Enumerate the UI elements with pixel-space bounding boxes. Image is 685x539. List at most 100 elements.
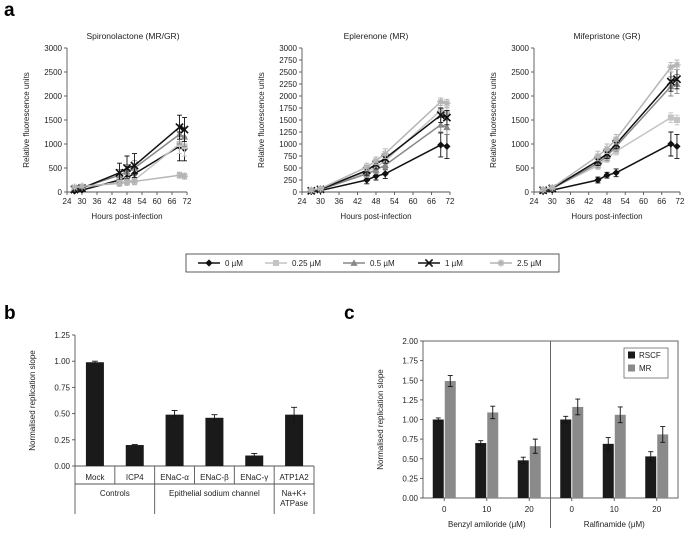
error-bar: [211, 414, 218, 421]
error-bar: [575, 398, 581, 416]
error-bar: [490, 405, 496, 420]
y-tick-label: 2750: [279, 56, 297, 65]
data-point: [363, 176, 371, 184]
data-point: [130, 161, 139, 170]
y-tick-label: 2500: [511, 68, 529, 77]
y-tick-label: 0.75: [402, 435, 418, 444]
data-point: [667, 140, 675, 148]
y-tick-label: 0: [58, 188, 63, 197]
x-tick-label: 66: [657, 197, 666, 206]
x-tick-label: 30: [78, 197, 87, 206]
error-bar: [91, 360, 98, 364]
legend-box: [185, 253, 560, 273]
knockdown-bar-chart: 0.00 0.25 0.50 0.75 1.00 1.25 Normalised repli…: [28, 331, 315, 514]
y-tick-label: 1.25: [402, 396, 418, 405]
error-bar: [605, 437, 611, 451]
y-axis-label: Relative fluorescence units: [489, 72, 498, 168]
y-axis-label: Relative fluorescence units: [22, 72, 31, 168]
y-tick-label: 1.00: [54, 357, 70, 366]
data-point: [363, 163, 371, 171]
x-tick-label: 42: [353, 197, 362, 206]
error-bar: [478, 440, 484, 446]
x-tick-label: 30: [548, 197, 557, 206]
y-tick-label: 2500: [44, 68, 62, 77]
error-bar: [617, 406, 623, 424]
data-point: [673, 142, 681, 150]
category-label: 10: [482, 505, 491, 514]
legend-marker: [424, 258, 434, 268]
legend-marker: [273, 260, 279, 266]
data-point: [372, 166, 380, 173]
series-line: [542, 64, 678, 191]
error-bar: [563, 415, 569, 424]
data-point: [443, 99, 451, 107]
x-tick-label: 36: [566, 197, 575, 206]
bar-rscf: [645, 456, 657, 498]
bar-rscf: [517, 460, 529, 498]
data-point: [115, 168, 124, 177]
data-point: [381, 161, 389, 168]
x-tick-label: 24: [298, 197, 307, 206]
data-point: [667, 114, 674, 121]
data-point: [603, 171, 611, 179]
y-tick-label: 0.00: [54, 462, 70, 471]
x-tick-label: 24: [530, 197, 539, 206]
y-tick-label: 1.75: [402, 357, 418, 366]
bar-mr: [444, 381, 456, 498]
y-tick-label: 750: [284, 152, 298, 161]
legend-marker: [350, 259, 358, 266]
data-point: [603, 145, 611, 153]
legend-marker: [497, 259, 505, 267]
spironolactone-chart: Spironolactone (MR/GR) 0 500 1000 1500 2000 25…: [22, 31, 192, 221]
data-point: [175, 171, 184, 179]
y-tick-label: 500: [284, 164, 298, 173]
data-point: [667, 63, 675, 71]
y-tick-label: 1.25: [54, 331, 70, 340]
y-tick-label: 1250: [279, 128, 297, 137]
data-point: [612, 169, 620, 177]
category-label: 0: [442, 505, 447, 514]
x-tick-label: 60: [153, 197, 162, 206]
legend-swatch: [628, 351, 635, 359]
y-tick-label: 2.00: [402, 337, 418, 346]
data-point: [381, 170, 389, 178]
chart-title: Mifepristone (GR): [573, 31, 640, 41]
data-point: [123, 178, 131, 186]
error-bar: [251, 452, 258, 458]
x-tick-label: 48: [123, 197, 132, 206]
category-label: 10: [610, 505, 619, 514]
data-point: [594, 176, 602, 184]
group-label: Na+K+ ATPase: [280, 489, 308, 508]
bar-rscf: [475, 443, 487, 498]
legend-label: 0 µM: [225, 259, 243, 268]
category-label: ICP4: [126, 473, 144, 482]
data-point: [372, 172, 380, 180]
x-tick-label: 42: [108, 197, 117, 206]
error-bar: [435, 417, 441, 422]
legend-label: 0.25 µM: [292, 259, 321, 268]
y-tick-label: 0: [525, 188, 530, 197]
category-label: 20: [525, 505, 534, 514]
x-axis-label: Hours post-infection: [91, 212, 162, 221]
x-tick-label: 24: [63, 197, 72, 206]
data-point: [673, 117, 680, 123]
y-tick-label: 0.75: [54, 383, 70, 392]
data-point: [437, 141, 445, 149]
group-label-line: ATPase: [280, 499, 308, 508]
panel-label-b: b: [4, 303, 16, 324]
y-tick-label: 500: [516, 164, 530, 173]
data-point: [122, 163, 132, 173]
y-tick-label: 2500: [279, 68, 297, 77]
bar-rscf: [432, 419, 444, 498]
y-tick-label: 0.00: [402, 494, 418, 503]
eplerenone-chart: Eplerenone (MR) 0 250 500 750 1000 1250 1500 175…: [257, 31, 455, 221]
x-tick-label: 42: [584, 197, 593, 206]
x-tick-label: 54: [621, 197, 630, 206]
panel-label-c: c: [344, 303, 355, 324]
x-tick-label: 60: [409, 197, 418, 206]
y-tick-label: 2250: [279, 80, 297, 89]
x-tick-label: 72: [183, 197, 192, 206]
y-tick-label: 500: [49, 164, 63, 173]
data-point: [316, 185, 325, 193]
